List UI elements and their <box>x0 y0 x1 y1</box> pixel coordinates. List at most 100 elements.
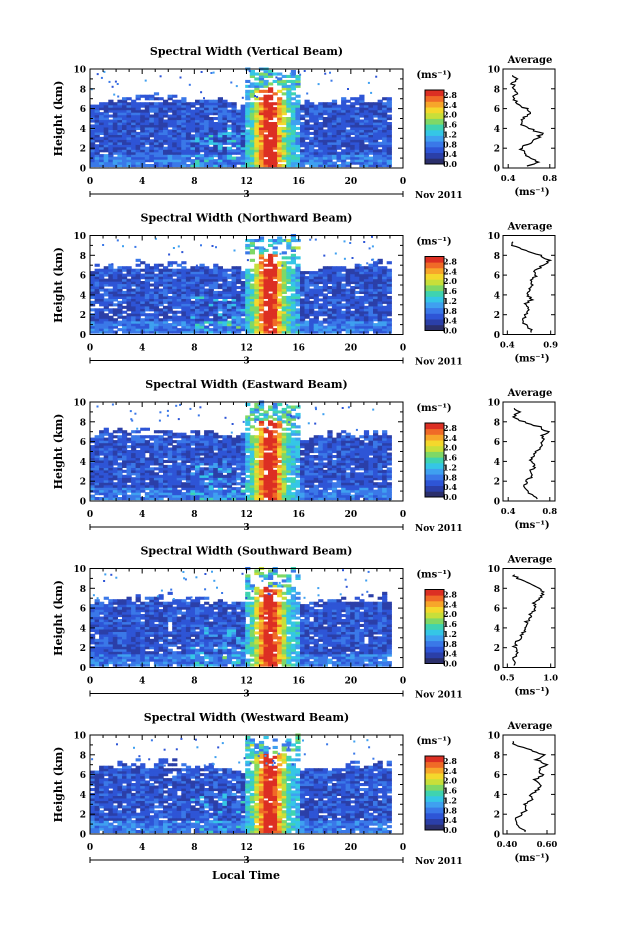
heatmap-cell <box>94 323 100 327</box>
heatmap-cell <box>345 112 351 116</box>
heatmap-cell <box>144 266 150 270</box>
heatmap-cell <box>181 151 187 155</box>
heatmap-cell <box>290 114 296 118</box>
heatmap-cell <box>140 452 146 456</box>
heatmap-cell <box>181 313 187 317</box>
heatmap-cell <box>204 112 210 116</box>
heatmap-cell <box>254 447 260 451</box>
heatmap-cell <box>263 293 269 297</box>
heatmap-cell <box>240 283 246 287</box>
heatmap-cell <box>336 320 342 324</box>
heatmap-cell <box>286 487 292 491</box>
colorbar-swatch <box>425 158 444 165</box>
heatmap-cell <box>341 109 347 113</box>
heatmap-cell <box>131 283 137 287</box>
heatmap-cell <box>217 278 223 282</box>
heatmap-cell <box>163 482 169 486</box>
heatmap-cell <box>163 139 169 143</box>
heatmap-cell <box>217 161 223 165</box>
heatmap-cell <box>213 112 219 116</box>
heatmap-cell <box>386 146 392 150</box>
heatmap-cell <box>281 457 287 461</box>
heatmap-cell <box>277 290 283 294</box>
heatmap-cell <box>213 102 219 106</box>
heatmap-cell <box>318 104 324 108</box>
heatmap-cell <box>213 149 219 153</box>
heatmap-cell <box>204 117 210 121</box>
heatmap-cell <box>258 146 265 150</box>
heatmap-cell <box>249 293 255 297</box>
panel-title: Spectral Width (Vertical Beam) <box>150 45 343 58</box>
heatmap-cell <box>90 457 96 461</box>
heatmap-cell <box>368 134 374 138</box>
heatmap-cell <box>377 276 383 280</box>
heatmap-cell <box>231 122 237 126</box>
heatmap-cell <box>327 161 333 165</box>
heatmap-cell <box>122 293 128 297</box>
heatmap-cell <box>131 469 137 473</box>
heatmap-cell <box>290 271 296 275</box>
heatmap-cell <box>153 462 160 466</box>
heatmap-cell <box>345 318 351 322</box>
heatmap-cell <box>140 318 146 322</box>
heatmap-cell <box>268 97 274 101</box>
heatmap-cell <box>222 283 228 287</box>
heatmap-cell <box>309 303 315 307</box>
heatmap-cell <box>345 156 351 160</box>
heatmap-cell <box>386 109 392 113</box>
heatmap-cell <box>167 278 173 282</box>
heatmap-cell <box>322 156 328 160</box>
heatmap-cell <box>254 114 260 118</box>
heatmap-cell <box>313 141 319 145</box>
heatmap-cell <box>258 263 265 267</box>
heatmap-cell <box>185 303 192 307</box>
heatmap-cell <box>254 278 260 282</box>
heatmap-cell <box>122 484 128 488</box>
heatmap-cell <box>245 290 251 294</box>
heatmap-cell <box>258 82 265 86</box>
heatmap-cell <box>108 472 114 476</box>
heatmap-cell <box>313 330 319 334</box>
heatmap-cell <box>336 119 342 123</box>
heatmap-cell <box>263 99 269 103</box>
heatmap-cell <box>181 293 187 297</box>
heatmap-cell <box>263 134 269 138</box>
heatmap-cell <box>199 164 205 168</box>
colorbar-swatch <box>425 319 444 326</box>
heatmap-cell <box>281 469 287 473</box>
heatmap-cell <box>135 455 141 459</box>
heatmap-cell <box>185 492 192 496</box>
heatmap-cell <box>295 109 301 113</box>
heatmap-cell <box>377 104 383 108</box>
heatmap-cell <box>286 462 292 466</box>
heatmap-cell <box>382 293 388 297</box>
heatmap-cell <box>99 278 105 282</box>
heatmap-cell <box>176 149 182 153</box>
heatmap-cell <box>200 71 203 73</box>
heatmap-cell <box>190 440 196 444</box>
heatmap-cell <box>172 492 178 496</box>
heatmap-cell <box>245 435 251 439</box>
heatmap-cell <box>90 464 96 468</box>
heatmap-cell <box>163 107 169 111</box>
heatmap-cell <box>322 310 328 314</box>
heatmap-cell <box>167 452 173 456</box>
heatmap-cell <box>158 290 164 294</box>
heatmap-cell <box>272 450 278 454</box>
heatmap-cell <box>277 425 283 429</box>
heatmap-cell <box>386 144 392 148</box>
heatmap-cell <box>208 328 214 332</box>
heatmap-cell <box>313 300 319 304</box>
heatmap-cell <box>122 144 128 148</box>
heatmap-cell <box>268 494 274 498</box>
heatmap-cell <box>112 323 118 327</box>
heatmap-cell <box>272 482 278 486</box>
heatmap-cell <box>304 278 310 282</box>
heatmap-cell <box>135 325 141 329</box>
heatmap-cell <box>181 477 187 481</box>
heatmap-cell <box>254 129 260 133</box>
heatmap-cell <box>176 131 182 135</box>
heatmap-cell <box>290 305 296 309</box>
heatmap-cell <box>153 293 160 297</box>
heatmap-cell <box>272 477 278 481</box>
